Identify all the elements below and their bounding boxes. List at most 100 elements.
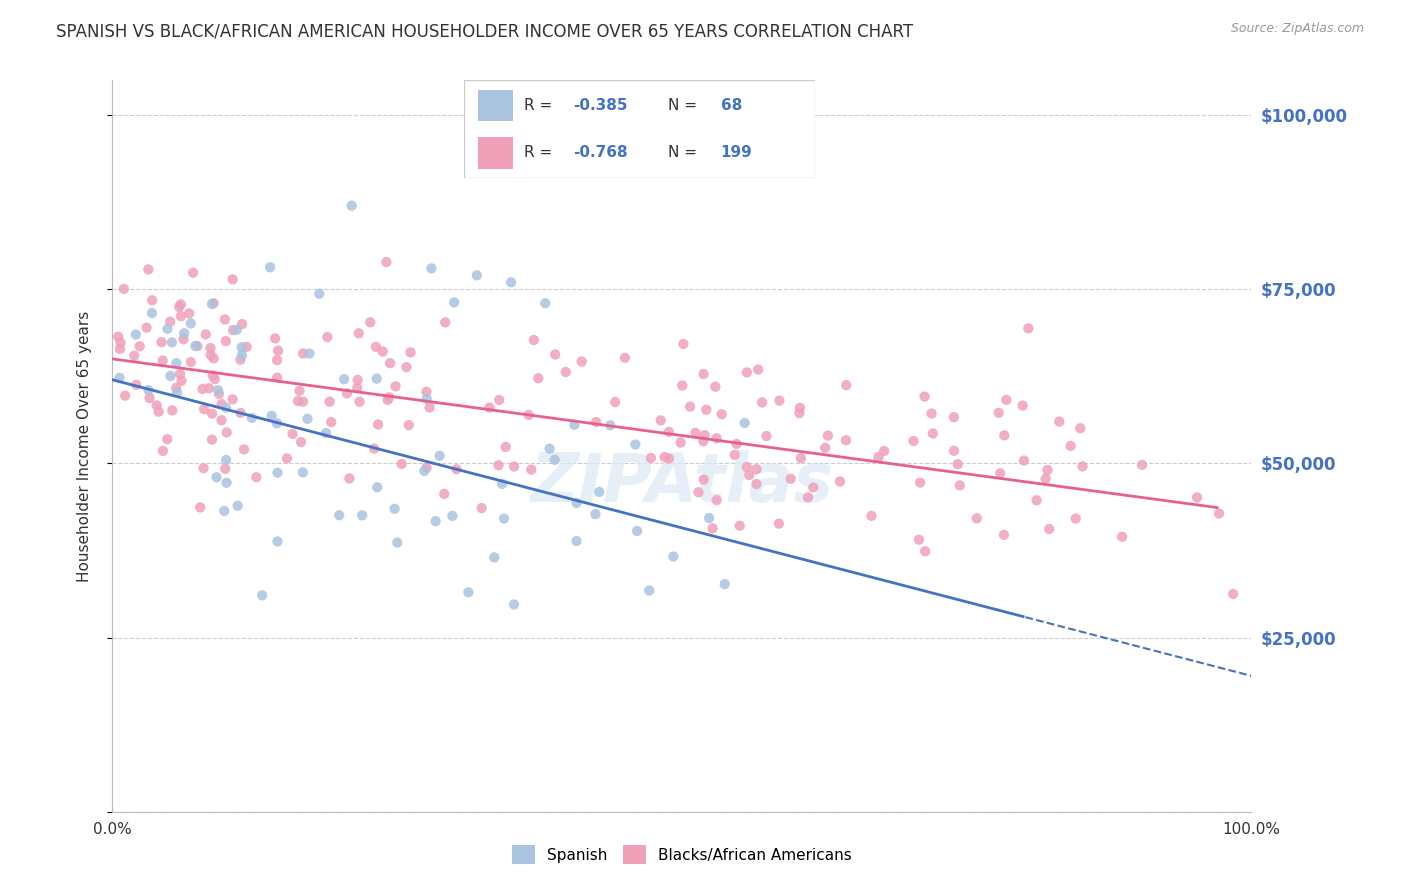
Point (725, 437, 748, 451)
Point (735, 460, 758, 475)
Point (215, 453, 238, 467)
Point (828, 475, 851, 489)
Point (333, 372, 356, 386)
Point (1036, 463, 1059, 477)
Point (318, 394, 340, 409)
Point (860, 508, 883, 523)
Point (173, 326, 195, 341)
Point (488, 392, 510, 407)
Point (503, 598, 526, 612)
Point (245, 470, 267, 484)
Point (966, 511, 988, 525)
Point (503, 459, 526, 474)
Point (434, 315, 457, 329)
Point (128, 339, 150, 353)
Point (565, 533, 588, 548)
Point (266, 534, 288, 549)
Point (650, 413, 672, 427)
Text: -0.385: -0.385 (574, 98, 627, 113)
Point (184, 339, 207, 353)
Point (921, 426, 943, 441)
Point (914, 390, 936, 404)
Point (779, 472, 801, 486)
Point (835, 434, 858, 448)
Point (398, 418, 420, 433)
Point (328, 508, 350, 523)
Point (371, 344, 394, 359)
Point (165, 356, 187, 370)
Point (215, 425, 238, 440)
Point (298, 346, 321, 360)
Point (873, 444, 896, 458)
Point (908, 475, 931, 490)
Point (266, 417, 288, 431)
Point (747, 362, 769, 376)
Point (692, 473, 714, 487)
Point (446, 462, 468, 476)
Point (399, 345, 422, 359)
Point (281, 426, 304, 441)
Point (215, 334, 238, 348)
Point (233, 442, 256, 457)
Point (170, 309, 193, 323)
Text: Source: ZipAtlas.com: Source: ZipAtlas.com (1230, 22, 1364, 36)
Point (688, 485, 710, 500)
Point (993, 528, 1015, 542)
Point (364, 340, 387, 354)
Point (988, 467, 1011, 481)
Point (946, 457, 969, 471)
Point (167, 300, 190, 314)
Point (367, 417, 389, 432)
Point (658, 425, 681, 439)
Point (166, 385, 188, 400)
Point (200, 348, 222, 362)
Point (215, 475, 238, 490)
Point (250, 588, 273, 602)
Point (346, 373, 368, 387)
Point (734, 416, 756, 430)
Point (1111, 530, 1133, 544)
Point (201, 433, 224, 447)
Point (159, 369, 181, 384)
Point (259, 260, 281, 275)
Point (108, 371, 131, 385)
Point (523, 333, 546, 347)
Point (1185, 491, 1208, 505)
Point (1222, 587, 1244, 601)
Point (145, 398, 167, 412)
Point (1069, 421, 1091, 435)
Point (181, 266, 204, 280)
Point (125, 327, 148, 342)
Point (226, 499, 249, 513)
Point (214, 504, 236, 518)
Point (180, 317, 202, 331)
Text: ZIPAtlas: ZIPAtlas (530, 450, 834, 516)
Point (702, 521, 724, 535)
Point (564, 417, 586, 432)
Point (706, 431, 728, 445)
Point (352, 508, 374, 523)
Point (429, 449, 451, 463)
Point (201, 297, 224, 311)
Point (415, 384, 437, 399)
Point (685, 425, 707, 440)
Point (235, 340, 257, 354)
Point (797, 491, 820, 505)
Point (599, 418, 621, 433)
Point (108, 342, 131, 356)
Point (315, 426, 337, 441)
Point (420, 261, 443, 276)
Point (626, 524, 648, 538)
Text: R =: R = (524, 145, 557, 161)
Bar (478, 90, 513, 121)
Point (1047, 415, 1070, 429)
Point (613, 351, 636, 365)
Point (1012, 453, 1035, 467)
Point (565, 496, 588, 510)
Point (1017, 321, 1039, 335)
Point (264, 331, 287, 345)
Point (290, 435, 312, 450)
Point (624, 437, 647, 451)
Point (914, 544, 936, 558)
Point (704, 379, 727, 393)
